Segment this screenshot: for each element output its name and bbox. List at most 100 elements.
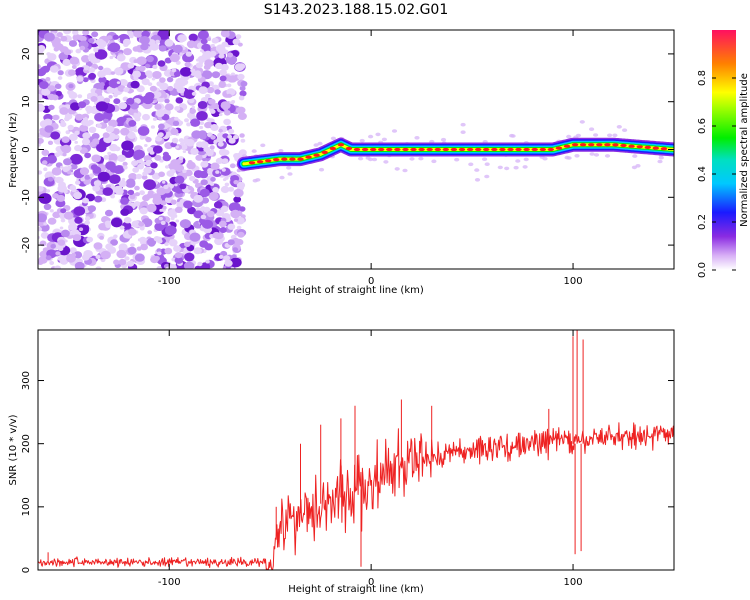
- noise-blob: [89, 141, 97, 148]
- noise-blob: [49, 65, 59, 73]
- noise-blob: [163, 184, 169, 190]
- noise-blob: [127, 189, 135, 196]
- ridge-peak: [442, 147, 449, 152]
- noise-blob: [105, 161, 116, 171]
- noise-blob: [226, 83, 232, 88]
- ridge-peak: [458, 147, 466, 152]
- noise-blob: [107, 153, 118, 162]
- noise-blob: [232, 38, 241, 46]
- noise-blob: [74, 261, 85, 269]
- noise-blob: [239, 133, 245, 138]
- noise-blob: [94, 195, 103, 203]
- noise-blob: [116, 81, 121, 84]
- noise-blob: [43, 118, 53, 127]
- ridge-peak: [313, 153, 320, 157]
- noise-blob: [239, 185, 245, 190]
- noise-blob: [213, 201, 223, 209]
- ridge-halo: [255, 178, 261, 182]
- noise-blob: [160, 220, 166, 225]
- noise-blob: [150, 125, 155, 129]
- ridge-peak: [604, 143, 611, 147]
- ridge-peak: [337, 143, 345, 147]
- noise-blob: [155, 109, 165, 118]
- spectrogram-y-tick-label: -20: [21, 237, 32, 253]
- noise-blob: [141, 174, 148, 180]
- noise-blob: [72, 30, 79, 36]
- noise-blob: [84, 216, 91, 221]
- spectrogram-noise-layer: [38, 30, 248, 269]
- colorbar: 0.0 0.2 0.4 0.6 0.8 Normalized spectral ampl…: [697, 30, 750, 278]
- spectrogram-y-axis-label: Frequency (Hz): [8, 112, 19, 188]
- noise-blob: [199, 141, 209, 149]
- noise-blob: [39, 81, 49, 90]
- ridge-halo: [579, 120, 585, 124]
- noise-blob: [120, 245, 128, 251]
- noise-blob: [83, 66, 89, 71]
- noise-blob: [99, 82, 105, 87]
- ridge-peak: [466, 147, 474, 152]
- ridge-halo: [484, 174, 490, 179]
- noise-blob: [228, 75, 238, 83]
- noise-blob: [219, 227, 227, 233]
- noise-blob: [190, 118, 201, 127]
- ridge-peak: [579, 143, 587, 147]
- ridge-halo: [564, 155, 570, 160]
- noise-blob: [49, 261, 55, 265]
- noise-blob: [221, 158, 229, 164]
- ridge-peak: [555, 146, 563, 150]
- noise-blob: [142, 113, 150, 121]
- noise-blob: [93, 242, 103, 250]
- snr-frame: [37, 329, 675, 571]
- noise-blob: [105, 209, 113, 217]
- noise-blob: [132, 167, 140, 173]
- noise-blob: [108, 119, 118, 128]
- noise-blob: [175, 187, 183, 194]
- ridge-halo: [632, 154, 638, 158]
- noise-blob: [184, 252, 195, 262]
- noise-blob: [223, 255, 231, 261]
- noise-blob: [206, 86, 215, 94]
- spectrogram-x-tick-label: 0: [368, 276, 374, 287]
- noise-blob: [189, 232, 201, 242]
- noise-blob: [110, 71, 116, 75]
- noise-blob: [152, 145, 163, 154]
- noise-blob: [205, 259, 210, 264]
- noise-blob: [214, 89, 221, 95]
- noise-blob: [210, 43, 215, 48]
- noise-blob: [75, 180, 81, 185]
- noise-blob: [210, 109, 216, 114]
- spectrogram-y-tick-label: -10: [21, 189, 32, 205]
- noise-blob: [194, 265, 202, 269]
- noise-blob: [227, 223, 236, 230]
- noise-blob: [228, 202, 241, 213]
- noise-blob: [79, 45, 86, 51]
- ridge-peak: [588, 143, 595, 147]
- noise-blob: [90, 96, 98, 102]
- noise-blob: [91, 31, 99, 38]
- noise-blob: [158, 216, 163, 221]
- noise-blob: [165, 165, 169, 169]
- noise-blob: [208, 98, 216, 105]
- noise-blob: [141, 78, 150, 86]
- noise-blob: [48, 85, 56, 92]
- noise-blob: [118, 79, 128, 87]
- noise-blob: [137, 163, 145, 170]
- ridge-halo: [278, 149, 284, 153]
- noise-blob: [41, 88, 51, 96]
- noise-blob: [189, 108, 196, 114]
- ridge-halo: [394, 167, 400, 171]
- noise-blob: [51, 167, 62, 176]
- noise-blob: [44, 125, 54, 133]
- noise-blob: [70, 102, 80, 111]
- noise-blob: [88, 72, 96, 80]
- noise-blob: [60, 229, 70, 238]
- noise-blob: [75, 48, 82, 54]
- noise-blob: [205, 93, 211, 98]
- noise-blob: [135, 173, 143, 180]
- noise-blob: [191, 91, 197, 96]
- noise-blob: [157, 60, 166, 67]
- noise-blob: [170, 128, 179, 136]
- noise-blob: [57, 76, 63, 80]
- ridge-halo: [612, 133, 618, 138]
- colorbar-gradient: [712, 30, 736, 270]
